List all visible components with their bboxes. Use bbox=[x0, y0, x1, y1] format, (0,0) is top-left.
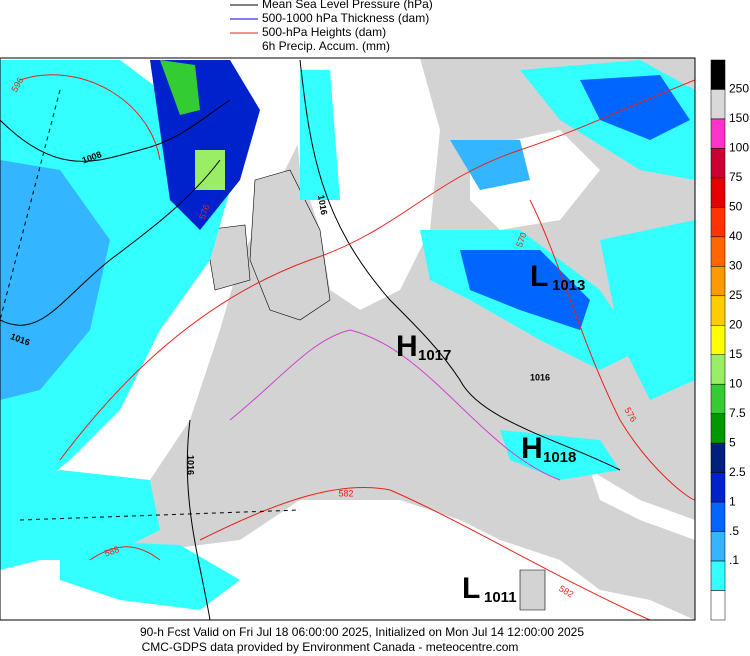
colorbar-box bbox=[710, 266, 726, 297]
center-letter: L bbox=[462, 572, 480, 605]
colorbar-box bbox=[710, 325, 726, 355]
height-label: 582 bbox=[338, 488, 353, 498]
britain bbox=[249, 169, 331, 321]
center-letter: H bbox=[521, 432, 543, 465]
colorbar-label: 30 bbox=[729, 258, 743, 272]
contours bbox=[0, 59, 695, 620]
center-value: 1018 bbox=[543, 449, 576, 466]
colorbar-box bbox=[710, 89, 726, 120]
pressure-label: 1016 bbox=[316, 194, 329, 215]
colorbar-box bbox=[710, 560, 726, 591]
colorbar-box bbox=[710, 148, 726, 179]
colorbar-label: 250 bbox=[729, 82, 749, 96]
ireland bbox=[204, 224, 251, 291]
colorbar-box bbox=[710, 472, 726, 503]
colorbar-label: 1 bbox=[729, 494, 736, 508]
contour-labels: 1008101610161016101659657657057658258258… bbox=[9, 76, 639, 600]
legend-label: 500-1000 hPa Thickness (dam) bbox=[262, 11, 429, 25]
legend-label: Mean Sea Level Pressure (hPa) bbox=[262, 0, 433, 11]
height-label: 576 bbox=[197, 203, 212, 221]
colorbar-box bbox=[710, 354, 726, 385]
colorbar-label: 25 bbox=[729, 288, 743, 302]
colorbar-label: 75 bbox=[729, 170, 743, 184]
colorbar-box bbox=[710, 177, 726, 208]
colorbar-label: 40 bbox=[729, 229, 743, 243]
colorbar-box bbox=[710, 59, 726, 90]
center-value: 1017 bbox=[418, 347, 451, 364]
colorbar-label: 7.5 bbox=[729, 406, 746, 420]
colorbar-label: 100 bbox=[729, 141, 749, 155]
legend: Mean Sea Level Pressure (hPa)500-1000 hP… bbox=[230, 0, 433, 53]
footer-line: CMC-GDPS data provided by Environment Ca… bbox=[142, 640, 519, 654]
colorbar-box bbox=[710, 383, 726, 414]
height-label: 570 bbox=[514, 231, 529, 249]
pressure-label: 1016 bbox=[186, 455, 196, 475]
colorbar-label: .1 bbox=[729, 553, 739, 567]
colorbar-box bbox=[710, 413, 726, 444]
colorbar-box bbox=[710, 118, 726, 149]
colorbar-box bbox=[710, 590, 726, 621]
colorbar: 250 150 100 75 50 40 30 25 20 15 10 7.5 5 2.5 1 .5 .1 bbox=[710, 59, 749, 621]
colorbar-label: 15 bbox=[729, 347, 743, 361]
colorbar-label: .5 bbox=[729, 524, 739, 538]
colorbar-box bbox=[710, 295, 726, 326]
center-value: 1013 bbox=[552, 277, 585, 294]
colorbar-box bbox=[710, 207, 726, 238]
footer-line: 90-h Fcst Valid on Fri Jul 18 06:00:00 2… bbox=[140, 625, 584, 639]
center-letter: L bbox=[530, 260, 548, 293]
colorbar-box bbox=[710, 501, 726, 532]
height-label: 588 bbox=[103, 544, 121, 559]
corsica bbox=[519, 569, 546, 611]
pressure-label: 1016 bbox=[530, 372, 550, 382]
colorbar-label: 150 bbox=[729, 111, 749, 125]
colorbar-label: 10 bbox=[729, 376, 743, 390]
map-frame bbox=[0, 57, 696, 621]
colorbar-label: 5 bbox=[729, 435, 736, 449]
precipitation bbox=[0, 60, 695, 610]
center-letter: H bbox=[396, 330, 418, 363]
colorbar-label: 20 bbox=[729, 317, 743, 331]
adriatic bbox=[590, 470, 695, 540]
colorbar-label: 2.5 bbox=[729, 465, 746, 479]
center-value: 1011 bbox=[484, 589, 517, 606]
colorbar-box bbox=[710, 442, 726, 473]
colorbar-box bbox=[710, 531, 726, 562]
colorbar-label: 50 bbox=[729, 200, 743, 214]
legend-label: 6h Precip. Accum. (mm) bbox=[262, 39, 390, 53]
legend-label: 500-hPa Heights (dam) bbox=[262, 25, 386, 39]
colorbar-box bbox=[710, 236, 726, 267]
